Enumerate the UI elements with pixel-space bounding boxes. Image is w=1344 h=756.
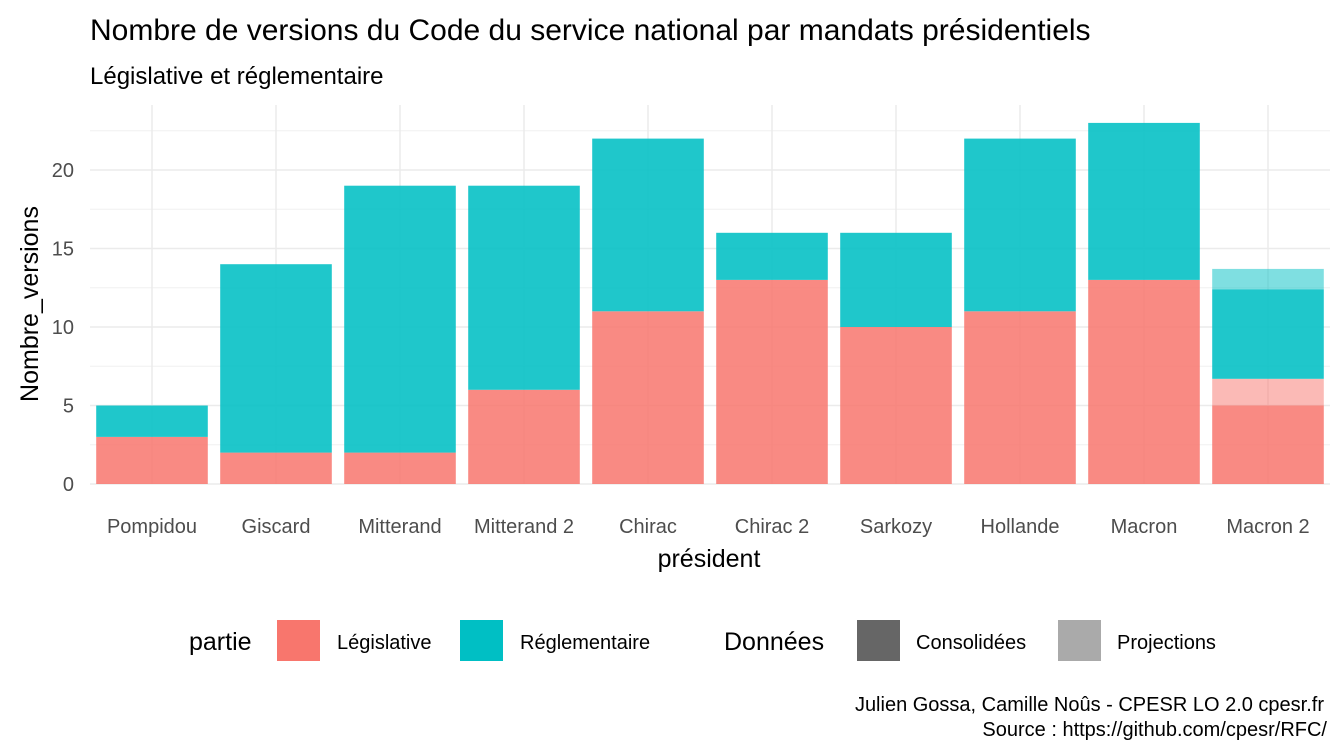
bar-legislative xyxy=(840,327,952,484)
x-tick-label: Macron 2 xyxy=(1226,516,1309,538)
bar-legislative xyxy=(468,389,580,484)
x-tick-label: Giscard xyxy=(242,516,311,538)
legend: partie Législative Réglementaire Données… xyxy=(189,620,1216,661)
bar-legislative xyxy=(716,279,828,484)
x-tick-label: Mitterand xyxy=(358,516,441,538)
bar-reglementaire xyxy=(964,138,1076,312)
bar-reglementaire xyxy=(840,232,952,327)
x-tick-label: Mitterand 2 xyxy=(474,516,574,538)
bar-legislative xyxy=(96,436,208,484)
x-tick-label: Hollande xyxy=(981,516,1060,538)
bar-reglementaire-projection xyxy=(1212,268,1324,290)
legend-label-legislative: Législative xyxy=(337,632,432,654)
x-tick-label: Sarkozy xyxy=(860,516,932,538)
bar-reglementaire xyxy=(468,185,580,390)
bar-legislative xyxy=(344,452,456,484)
y-tick-label: 5 xyxy=(63,396,74,418)
legend-label-projections: Projections xyxy=(1117,632,1216,654)
y-ticks: 0 5 10 15 20 xyxy=(52,160,74,496)
y-tick-label: 20 xyxy=(52,160,74,182)
bar-reglementaire xyxy=(716,232,828,280)
legend-swatch-reglementaire xyxy=(460,620,503,661)
y-axis-label: Nombre_versions xyxy=(16,206,44,402)
y-tick-label: 10 xyxy=(52,317,74,339)
caption-authors: Julien Gossa, Camille Noûs - CPESR LO 2.… xyxy=(855,694,1324,716)
bar-legislative xyxy=(1212,405,1324,484)
x-ticks: Pompidou Giscard Mitterand Mitterand 2 Chira… xyxy=(107,516,1310,538)
bar-legislative-projection xyxy=(1212,378,1324,406)
x-tick-label: Chirac 2 xyxy=(735,516,809,538)
caption-source: Source : https://github.com/cpesr/RFC/ xyxy=(982,719,1327,741)
chart-subtitle: Législative et réglementaire xyxy=(90,63,384,90)
bar-legislative xyxy=(220,452,332,484)
bar-reglementaire xyxy=(96,405,208,437)
legend-alpha-title: Données xyxy=(724,628,824,656)
bar-reglementaire xyxy=(1088,122,1200,280)
bar-reglementaire xyxy=(220,264,332,453)
bar-reglementaire xyxy=(344,185,456,453)
y-tick-label: 15 xyxy=(52,239,74,261)
bars xyxy=(96,122,1324,484)
x-tick-label: Pompidou xyxy=(107,516,197,538)
x-tick-label: Macron xyxy=(1111,516,1178,538)
bar-legislative xyxy=(592,311,704,484)
x-axis-label: président xyxy=(658,545,761,573)
bar-legislative xyxy=(1088,279,1200,484)
legend-label-consolidees: Consolidées xyxy=(916,632,1026,654)
x-tick-label: Chirac xyxy=(619,516,677,538)
legend-fill-title: partie xyxy=(189,628,252,656)
legend-swatch-consolidees xyxy=(857,620,900,661)
bar-reglementaire xyxy=(592,138,704,312)
chart-title: Nombre de versions du Code du service na… xyxy=(90,14,1091,47)
legend-swatch-projections xyxy=(1058,620,1101,661)
legend-label-reglementaire: Réglementaire xyxy=(520,632,650,654)
y-tick-label: 0 xyxy=(63,474,74,496)
bar-reglementaire xyxy=(1212,289,1324,379)
legend-swatch-legislative xyxy=(277,620,320,661)
bar-legislative xyxy=(964,311,1076,484)
